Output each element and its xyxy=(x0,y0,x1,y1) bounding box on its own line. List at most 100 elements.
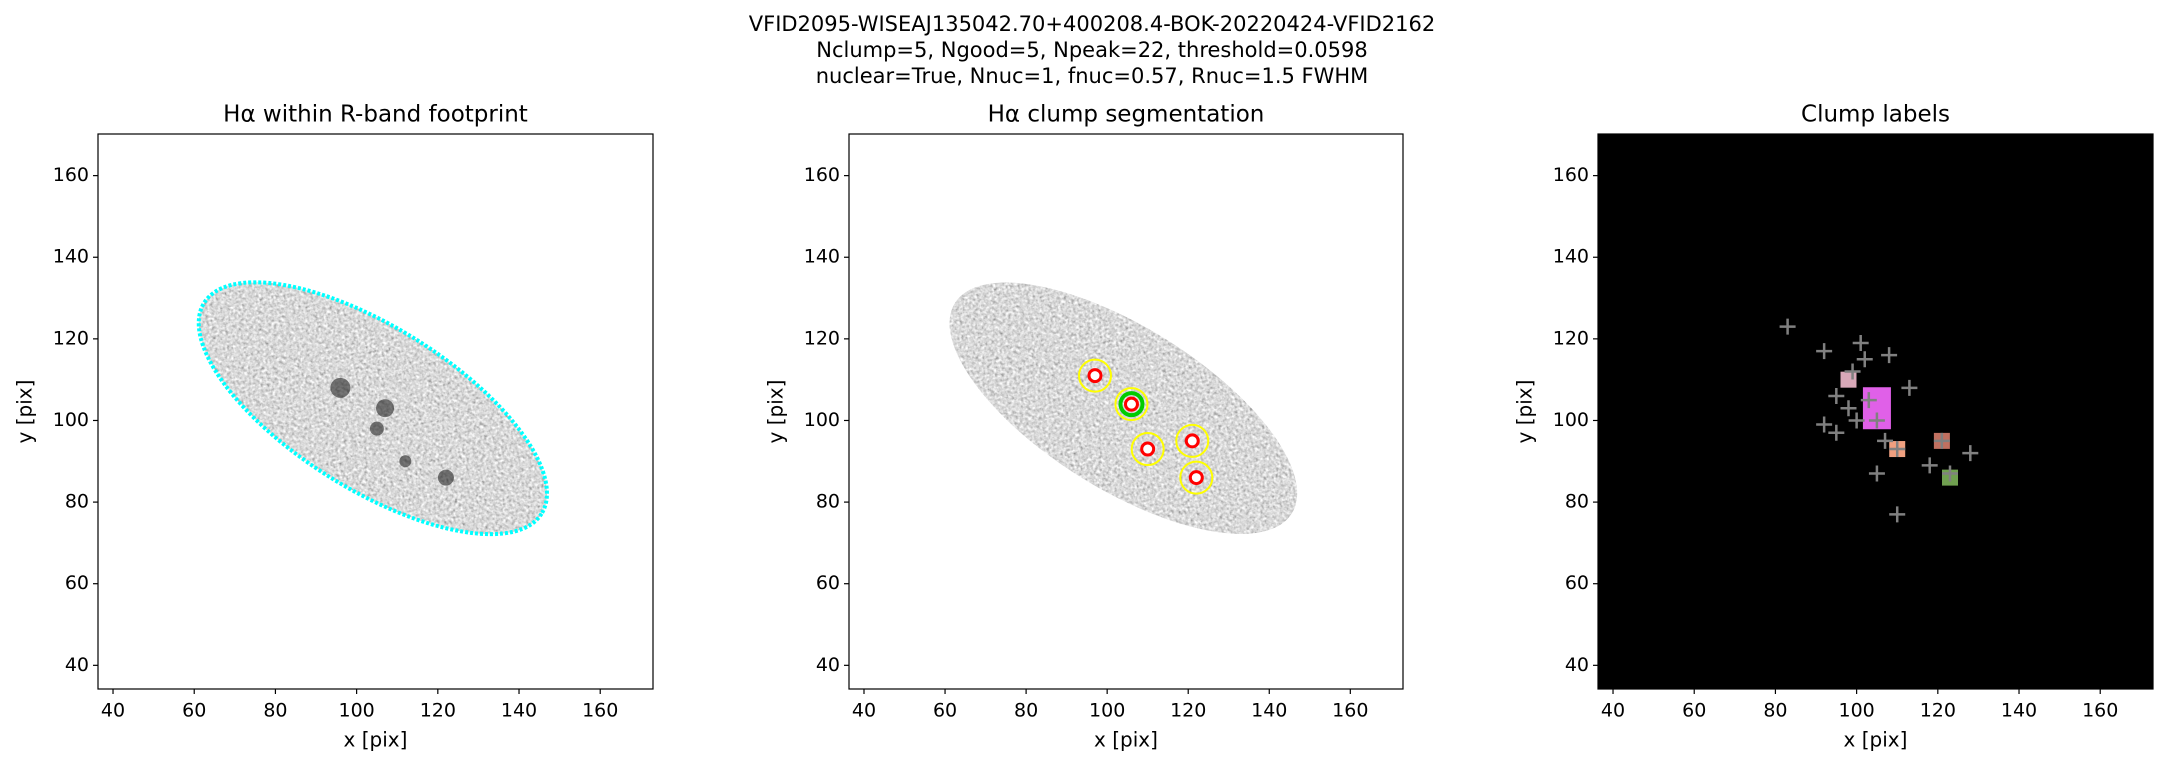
peak-marker xyxy=(1933,432,1950,449)
clump-contour xyxy=(1114,387,1149,422)
dark-region xyxy=(399,455,412,468)
x-axis-label: x [pix] xyxy=(1844,728,1908,752)
peak-marker xyxy=(1868,412,1885,429)
peak-marker xyxy=(1828,424,1845,441)
x-tick-label: 120 xyxy=(420,700,456,722)
x-tick-label: 60 xyxy=(1682,700,1706,722)
y-tick-label: 80 xyxy=(1565,491,1589,513)
y-tick-label: 140 xyxy=(1553,246,1589,268)
clump-marker xyxy=(1087,368,1103,384)
x-tick-label: 120 xyxy=(1920,700,1956,722)
plot-area xyxy=(161,233,585,583)
x-tick-label: 160 xyxy=(1332,700,1368,722)
clump-marker xyxy=(1123,396,1139,412)
peak-marker xyxy=(1881,347,1898,364)
suptitle: nuclear=True, Nnuc=1, fnuc=0.57, Rnuc=1.… xyxy=(816,64,1369,88)
clump-contour xyxy=(1130,432,1165,467)
x-tick-label: 40 xyxy=(852,700,876,722)
y-tick-label: 160 xyxy=(804,164,840,186)
peak-marker xyxy=(1877,432,1894,449)
y-tick-label: 60 xyxy=(65,572,89,594)
galaxy-pixels xyxy=(161,233,585,583)
panel: 40 60 80 100 120 140 160 40 60 80 100 120 140 160 Hα w… xyxy=(13,102,654,752)
y-tick-label: 100 xyxy=(1553,409,1589,431)
peak-marker xyxy=(1856,351,1873,368)
peak-marker xyxy=(1848,412,1865,429)
dark-region xyxy=(437,469,454,486)
y-tick-label: 60 xyxy=(816,572,840,594)
clump-contour xyxy=(1179,460,1214,495)
x-tick-label: 100 xyxy=(1838,700,1874,722)
y-tick-label: 40 xyxy=(65,654,89,676)
peak-marker xyxy=(1828,387,1845,404)
y-axis-label: y [pix] xyxy=(1513,380,1537,444)
x-tick-label: 140 xyxy=(501,700,537,722)
clump-contour xyxy=(1175,423,1210,458)
panel-title: Clump labels xyxy=(1801,102,1950,128)
y-tick-label: 140 xyxy=(804,246,840,268)
x-tick-label: 120 xyxy=(1170,700,1206,722)
dark-region xyxy=(369,421,384,436)
y-tick-label: 160 xyxy=(1553,164,1589,186)
y-tick-label: 100 xyxy=(53,409,89,431)
y-tick-label: 160 xyxy=(53,164,89,186)
panel: 40 60 80 100 120 140 160 40 60 80 100 120 140 160 Hα c… xyxy=(764,102,1404,752)
x-tick-label: 60 xyxy=(933,700,957,722)
clump-marker xyxy=(1140,441,1156,457)
y-tick-label: 120 xyxy=(804,327,840,349)
y-tick-label: 40 xyxy=(816,654,840,676)
y-tick-label: 100 xyxy=(804,409,840,431)
x-tick-label: 140 xyxy=(2001,700,2037,722)
y-tick-label: 80 xyxy=(65,491,89,513)
peak-marker xyxy=(1840,400,1857,417)
x-tick-label: 140 xyxy=(1251,700,1287,722)
x-tick-label: 80 xyxy=(1763,700,1787,722)
peak-marker xyxy=(1779,318,1796,335)
peak-marker xyxy=(1868,465,1885,482)
clump-contour xyxy=(1077,358,1112,393)
y-tick-label: 120 xyxy=(1553,327,1589,349)
x-tick-label: 80 xyxy=(263,700,287,722)
peak-marker xyxy=(1860,392,1877,409)
x-tick-label: 60 xyxy=(182,700,206,722)
peak-marker xyxy=(1942,465,1958,482)
peak-marker xyxy=(1889,441,1906,458)
suptitle: Nclump=5, Ngood=5, Npeak=22, threshold=0… xyxy=(816,38,1368,62)
y-axis-label: y [pix] xyxy=(764,380,788,444)
x-tick-label: 40 xyxy=(1601,700,1625,722)
x-axis-label: x [pix] xyxy=(1094,728,1158,752)
peak-marker xyxy=(1816,343,1833,360)
dark-region xyxy=(330,377,351,398)
panel-title: Hα clump segmentation xyxy=(988,102,1265,128)
dark-region xyxy=(376,399,395,418)
peak-marker xyxy=(1816,416,1833,433)
clump-marker xyxy=(1188,470,1204,486)
x-tick-label: 100 xyxy=(338,700,374,722)
plot-area xyxy=(912,234,1335,583)
clump-label-region xyxy=(1840,371,1857,388)
peak-marker xyxy=(1962,445,1979,462)
axes-frame xyxy=(848,133,1404,690)
suptitle: VFID2095-WISEAJ135042.70+400208.4-BOK-20… xyxy=(749,12,1435,36)
peak-marker xyxy=(1901,379,1918,396)
peak-marker xyxy=(1852,334,1869,351)
y-tick-label: 120 xyxy=(53,327,89,349)
axes-frame xyxy=(1597,133,2154,690)
x-tick-label: 80 xyxy=(1014,700,1038,722)
peak-marker xyxy=(1889,506,1906,523)
x-tick-label: 100 xyxy=(1089,700,1125,722)
contour xyxy=(196,280,549,537)
y-tick-label: 140 xyxy=(53,246,89,268)
galaxy-image xyxy=(161,233,585,583)
clump-marker xyxy=(1184,433,1200,449)
x-tick-label: 160 xyxy=(582,700,618,722)
peak-marker xyxy=(1921,457,1938,474)
x-tick-label: 40 xyxy=(101,700,125,722)
y-tick-label: 80 xyxy=(816,491,840,513)
x-axis-label: x [pix] xyxy=(344,728,408,752)
peak-marker xyxy=(1844,363,1861,380)
y-tick-label: 60 xyxy=(1565,572,1589,594)
x-tick-label: 160 xyxy=(2082,700,2118,722)
y-axis-label: y [pix] xyxy=(13,380,37,444)
